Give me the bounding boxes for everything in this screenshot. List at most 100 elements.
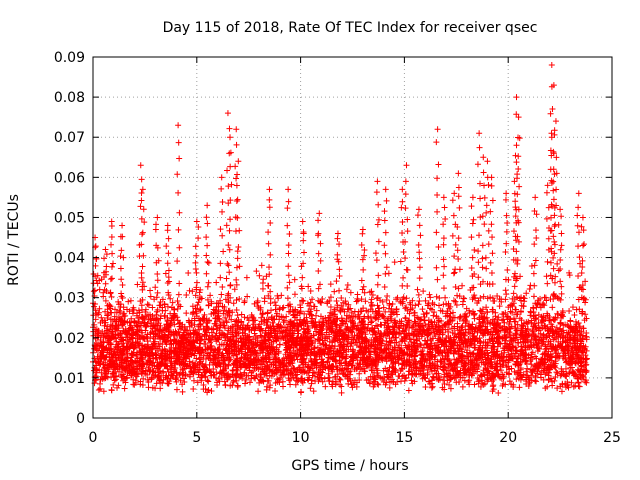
- data-point: [331, 288, 338, 295]
- data-point: [253, 268, 260, 275]
- data-point: [269, 319, 276, 326]
- data-point: [313, 312, 320, 319]
- data-point: [241, 370, 248, 377]
- data-point: [175, 301, 182, 308]
- data-point: [169, 299, 176, 306]
- data-point: [177, 377, 184, 384]
- data-point: [311, 303, 318, 310]
- data-point: [528, 309, 535, 316]
- data-point: [558, 328, 565, 335]
- data-point: [477, 307, 484, 314]
- data-point: [222, 337, 229, 344]
- data-point: [213, 279, 220, 286]
- data-point: [239, 329, 246, 336]
- data-point: [529, 356, 536, 363]
- data-point: [271, 299, 278, 306]
- data-point: [251, 365, 258, 372]
- data-point: [147, 287, 154, 294]
- data-point: [164, 303, 171, 310]
- data-point: [126, 308, 133, 315]
- data-point: [183, 310, 190, 317]
- data-point: [222, 314, 229, 321]
- data-point: [325, 374, 332, 381]
- data-point: [212, 375, 219, 382]
- data-point: [185, 269, 192, 276]
- data-point: [215, 375, 222, 382]
- data-point: [577, 367, 584, 374]
- data-point: [98, 314, 105, 321]
- data-point: [463, 339, 470, 346]
- data-point: [205, 378, 212, 385]
- data-point: [512, 306, 519, 313]
- data-point: [428, 306, 435, 313]
- data-point: [380, 304, 387, 311]
- data-point: [496, 296, 503, 303]
- data-point: [254, 298, 261, 305]
- data-point: [452, 298, 459, 305]
- data-point: [389, 300, 396, 307]
- data-point: [173, 386, 180, 393]
- data-point: [242, 380, 249, 387]
- data-point: [393, 329, 400, 336]
- data-point: [95, 387, 102, 394]
- data-point: [429, 383, 436, 390]
- data-point: [306, 302, 313, 309]
- data-point: [308, 380, 315, 387]
- data-point: [516, 384, 523, 391]
- data-point: [234, 312, 241, 319]
- data-point: [111, 377, 118, 384]
- data-point: [344, 365, 351, 372]
- data-point: [147, 330, 154, 337]
- data-point: [394, 294, 401, 301]
- data-point: [415, 301, 422, 308]
- data-point: [322, 383, 329, 390]
- data-point: [348, 309, 355, 316]
- data-point: [233, 351, 240, 358]
- data-point: [347, 305, 354, 312]
- data-point: [554, 370, 561, 377]
- data-point: [471, 315, 478, 322]
- data-point: [481, 315, 488, 322]
- data-point: [420, 288, 427, 295]
- data-point: [168, 319, 175, 326]
- data-point: [328, 381, 335, 388]
- data-point: [147, 293, 154, 300]
- data-point: [332, 358, 339, 365]
- data-point: [499, 310, 506, 317]
- data-point: [528, 351, 535, 358]
- data-point: [393, 296, 400, 303]
- data-point: [179, 366, 186, 373]
- data-point: [549, 304, 556, 311]
- data-point: [362, 298, 369, 305]
- data-point: [394, 311, 401, 318]
- data-point: [412, 302, 419, 309]
- data-point: [152, 284, 159, 291]
- data-point: [96, 305, 103, 312]
- data-point: [220, 307, 227, 314]
- data-point: [92, 316, 99, 323]
- data-point: [507, 308, 514, 315]
- data-point: [484, 317, 491, 324]
- data-point: [297, 389, 304, 396]
- data-point: [91, 345, 98, 352]
- data-point: [562, 359, 569, 366]
- data-point: [110, 381, 117, 388]
- data-point: [218, 374, 225, 381]
- data-point: [464, 347, 471, 354]
- data-point: [279, 329, 286, 336]
- data-point: [446, 381, 453, 388]
- data-point: [434, 339, 441, 346]
- data-point: [258, 262, 265, 269]
- data-point: [114, 384, 121, 391]
- data-point: [471, 381, 478, 388]
- data-point: [197, 340, 204, 347]
- data-point: [190, 385, 197, 392]
- data-point: [152, 369, 159, 376]
- data-point: [153, 311, 160, 318]
- data-point: [290, 374, 297, 381]
- data-point: [291, 276, 298, 283]
- data-point: [537, 330, 544, 337]
- data-point: [338, 302, 345, 309]
- data-point: [100, 388, 107, 395]
- data-point: [290, 364, 297, 371]
